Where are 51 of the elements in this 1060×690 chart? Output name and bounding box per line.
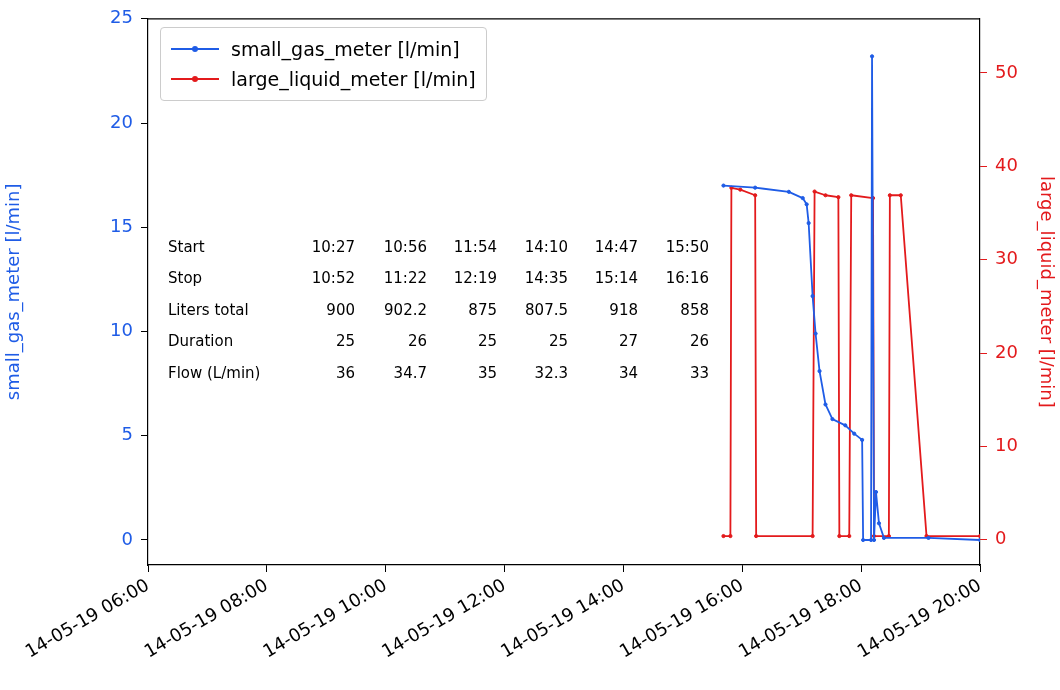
annotation: 34	[618, 363, 638, 382]
annotation: 14:10	[524, 237, 568, 256]
y-tick-label: 20	[110, 110, 133, 132]
y-tick-label: 15	[110, 214, 133, 236]
annotation: 12:19	[453, 269, 497, 288]
annotation: 36	[335, 363, 355, 382]
annotation: 16:16	[665, 269, 709, 288]
y-tick-label: 5	[121, 423, 133, 445]
annotation: 10:52	[311, 269, 355, 288]
y-tick-label: 10	[110, 319, 133, 341]
y2-tick-label: 40	[995, 153, 1018, 175]
y-axis-title: small_gas_meter [l/min]	[2, 183, 25, 401]
annotation: 11:54	[453, 237, 497, 256]
annotation: 15:50	[665, 237, 709, 256]
annotation: 35	[477, 363, 497, 382]
y2-tick-label: 10	[995, 434, 1018, 456]
annotation: Duration	[168, 332, 234, 351]
annotation: 807.5	[525, 300, 568, 319]
annotation: 10:27	[311, 237, 355, 256]
annotation: 25	[335, 332, 355, 351]
annotation: Flow (L/min)	[168, 363, 261, 382]
y2-tick-label: 20	[995, 340, 1018, 362]
annotation: Liters total	[168, 300, 249, 319]
y2-tick-label: 0	[995, 527, 1007, 549]
annotation: 34.7	[393, 363, 427, 382]
annotation: 14:35	[524, 269, 568, 288]
annotation: 27	[618, 332, 638, 351]
annotation: 918	[609, 300, 638, 319]
annotation: 25	[548, 332, 568, 351]
annotation: 33	[689, 363, 709, 382]
y2-tick-label: 30	[995, 247, 1018, 269]
annotation: 26	[689, 332, 709, 351]
annotation: 858	[680, 300, 709, 319]
annotation: 11:22	[383, 269, 427, 288]
annotation: 26	[407, 332, 427, 351]
annotation: 900	[326, 300, 355, 319]
annotation: Start	[168, 237, 205, 256]
annotation: 25	[477, 332, 497, 351]
y2-tick-label: 50	[995, 60, 1018, 82]
annotation: 14:47	[594, 237, 638, 256]
y2-axis-title: large_liquid_meter [l/min]	[1035, 176, 1058, 408]
annotation: 10:56	[383, 237, 427, 256]
annotation: Stop	[168, 269, 203, 288]
annotation: 15:14	[594, 269, 638, 288]
y-tick-label: 25	[110, 6, 133, 28]
annotation: 32.3	[534, 363, 568, 382]
annotation: 902.2	[384, 300, 427, 319]
legend-label: small_gas_meter [l/min]	[231, 37, 460, 60]
annotation: 875	[468, 300, 497, 319]
y-tick-label: 0	[121, 527, 133, 549]
legend-label: large_liquid_meter [l/min]	[231, 67, 476, 90]
